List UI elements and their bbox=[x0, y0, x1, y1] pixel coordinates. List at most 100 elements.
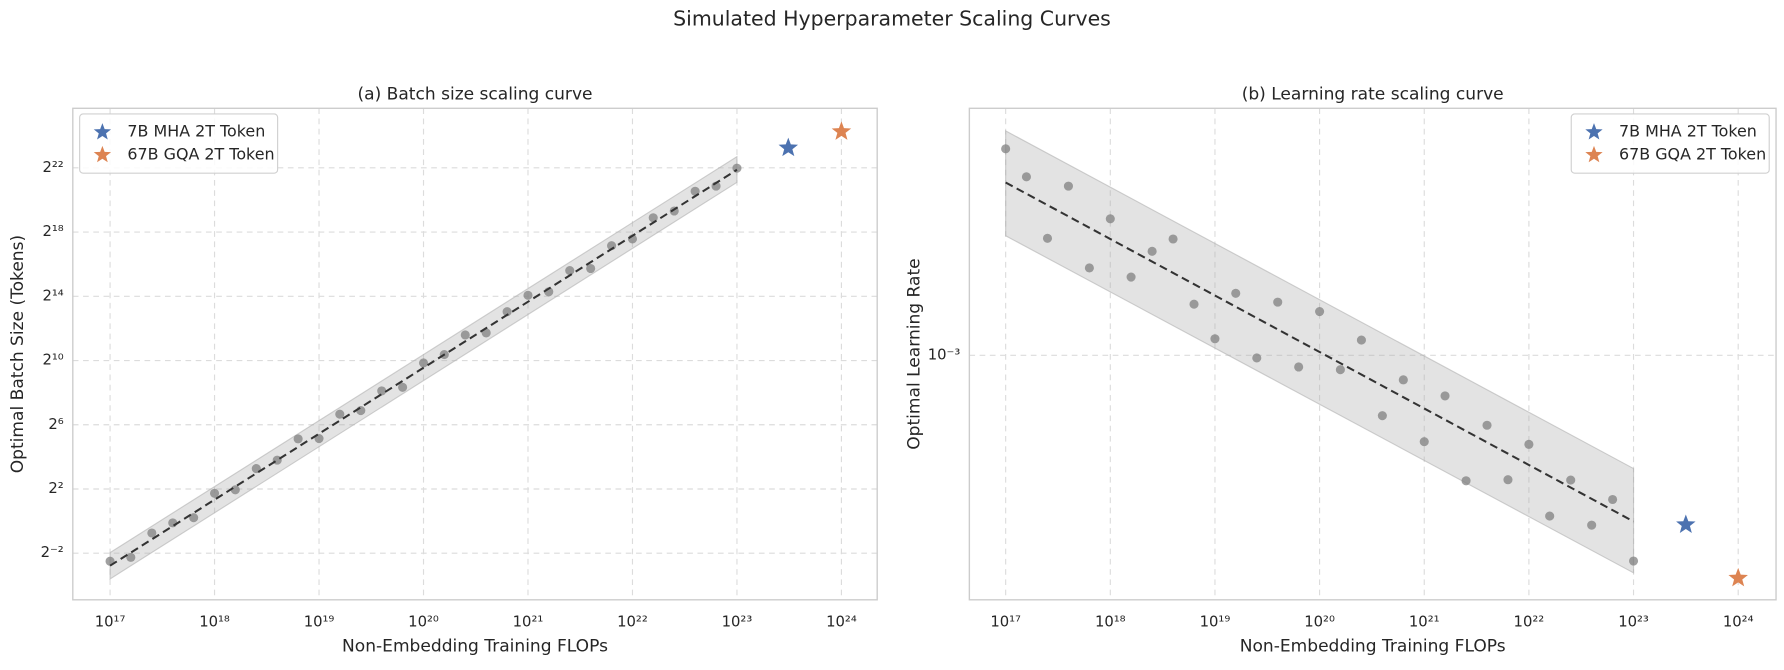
y-axis-label: Optimal Learning Rate bbox=[905, 258, 925, 449]
x-tick-label: 10²² bbox=[617, 614, 648, 631]
data-point bbox=[523, 290, 533, 300]
legend-label: 67B GQA 2T Token bbox=[1619, 144, 1766, 163]
y-tick-label: 2¹⁰ bbox=[42, 352, 63, 369]
data-point bbox=[565, 266, 575, 276]
x-tick-label: 10¹⁹ bbox=[1200, 614, 1231, 631]
data-point bbox=[293, 434, 303, 444]
plot-area bbox=[105, 155, 742, 580]
data-point bbox=[1356, 335, 1366, 345]
y-tick-label: 2¹⁸ bbox=[42, 223, 63, 240]
star-marker bbox=[1728, 567, 1748, 587]
data-point bbox=[460, 330, 470, 340]
data-point bbox=[1042, 233, 1053, 243]
data-point bbox=[1001, 144, 1011, 154]
y-tick-label: 2⁻² bbox=[41, 544, 64, 561]
legend-marker bbox=[93, 145, 112, 163]
y-tick-label: 2⁶ bbox=[48, 416, 63, 433]
data-point bbox=[1252, 353, 1262, 363]
data-point bbox=[1273, 297, 1283, 307]
data-point bbox=[168, 518, 178, 528]
data-point bbox=[189, 513, 199, 523]
data-point bbox=[126, 552, 136, 562]
data-point bbox=[398, 382, 408, 392]
x-axis-label: Non-Embedding Training FLOPs bbox=[1240, 636, 1506, 656]
data-point bbox=[1608, 494, 1618, 505]
fit-line bbox=[109, 168, 738, 567]
data-point bbox=[1461, 476, 1471, 486]
data-point bbox=[1524, 439, 1534, 449]
y-tick-label: 2¹⁴ bbox=[42, 287, 63, 304]
star-marker bbox=[778, 137, 799, 157]
data-point bbox=[1210, 334, 1220, 344]
legend-label: 67B GQA 2T Token bbox=[127, 144, 274, 163]
data-point bbox=[502, 307, 512, 317]
legend-marker bbox=[93, 123, 112, 140]
data-point bbox=[1231, 288, 1241, 298]
x-tick-label: 10¹⁷ bbox=[95, 614, 126, 631]
data-point bbox=[230, 485, 240, 495]
data-point bbox=[356, 406, 366, 416]
legend-box bbox=[79, 113, 279, 174]
data-point bbox=[1628, 556, 1639, 566]
data-point bbox=[1063, 181, 1073, 191]
data-point bbox=[1482, 420, 1492, 430]
x-tick-label: 10¹⁹ bbox=[304, 614, 335, 631]
data-point bbox=[377, 386, 387, 396]
figure-title: Simulated Hyperparameter Scaling Curves bbox=[673, 7, 1111, 31]
plot-frame bbox=[968, 107, 1777, 601]
data-point bbox=[1503, 475, 1513, 485]
x-tick-label: 10²¹ bbox=[1409, 614, 1440, 631]
data-point bbox=[1419, 437, 1429, 447]
data-point bbox=[1377, 411, 1387, 421]
data-point bbox=[1545, 511, 1555, 521]
data-point bbox=[1398, 375, 1408, 385]
star-marker bbox=[831, 121, 852, 140]
legend-label: 7B MHA 2T Token bbox=[127, 122, 265, 141]
x-tick-label: 10²³ bbox=[722, 614, 753, 631]
legend-box bbox=[1570, 113, 1770, 174]
data-point bbox=[732, 163, 742, 173]
star-marker bbox=[1676, 514, 1696, 533]
y-axis-label: Optimal Batch Size (Tokens) bbox=[8, 235, 28, 473]
data-point bbox=[1587, 520, 1597, 530]
legend-marker bbox=[1585, 123, 1603, 140]
x-tick-label: 10¹⁷ bbox=[990, 614, 1021, 631]
data-point bbox=[1566, 475, 1576, 485]
data-point bbox=[209, 488, 220, 498]
fit-line bbox=[1005, 181, 1635, 523]
y-tick-label: 2²² bbox=[42, 159, 63, 176]
data-point bbox=[147, 528, 157, 538]
x-tick-label: 10²² bbox=[1514, 614, 1545, 631]
data-point bbox=[1126, 272, 1136, 282]
data-point bbox=[690, 186, 700, 196]
data-point bbox=[1315, 306, 1325, 317]
plot-area bbox=[1001, 129, 1639, 574]
data-point bbox=[1147, 246, 1157, 256]
x-tick-label: 10²⁴ bbox=[826, 614, 857, 631]
data-point bbox=[1440, 391, 1450, 401]
data-point bbox=[1335, 365, 1345, 375]
panel-title: (b) Learning rate scaling curve bbox=[1242, 85, 1504, 105]
x-tick-label: 10²³ bbox=[1618, 614, 1649, 631]
data-point bbox=[418, 358, 429, 368]
data-point bbox=[1294, 362, 1304, 372]
y-tick-label: 2² bbox=[48, 480, 63, 497]
data-point bbox=[1105, 214, 1115, 224]
data-point bbox=[1084, 263, 1094, 273]
data-point bbox=[1021, 172, 1031, 182]
x-tick-label: 10²⁰ bbox=[408, 614, 439, 631]
legend: 7B MHA 2T Token 67B GQA 2T Token bbox=[1570, 113, 1770, 174]
x-tick-label: 10¹⁸ bbox=[199, 614, 230, 631]
x-tick-label: 10²⁰ bbox=[1304, 614, 1335, 631]
data-point bbox=[586, 263, 596, 274]
x-tick-label: 10²¹ bbox=[513, 614, 544, 631]
panel-title: (a) Batch size scaling curve bbox=[357, 85, 592, 105]
x-tick-label: 10¹⁸ bbox=[1095, 614, 1126, 631]
legend-label: 7B MHA 2T Token bbox=[1619, 122, 1757, 141]
plot-frame bbox=[72, 107, 878, 601]
data-point bbox=[335, 409, 345, 419]
legend: 7B MHA 2T Token 67B GQA 2T Token bbox=[79, 113, 279, 174]
